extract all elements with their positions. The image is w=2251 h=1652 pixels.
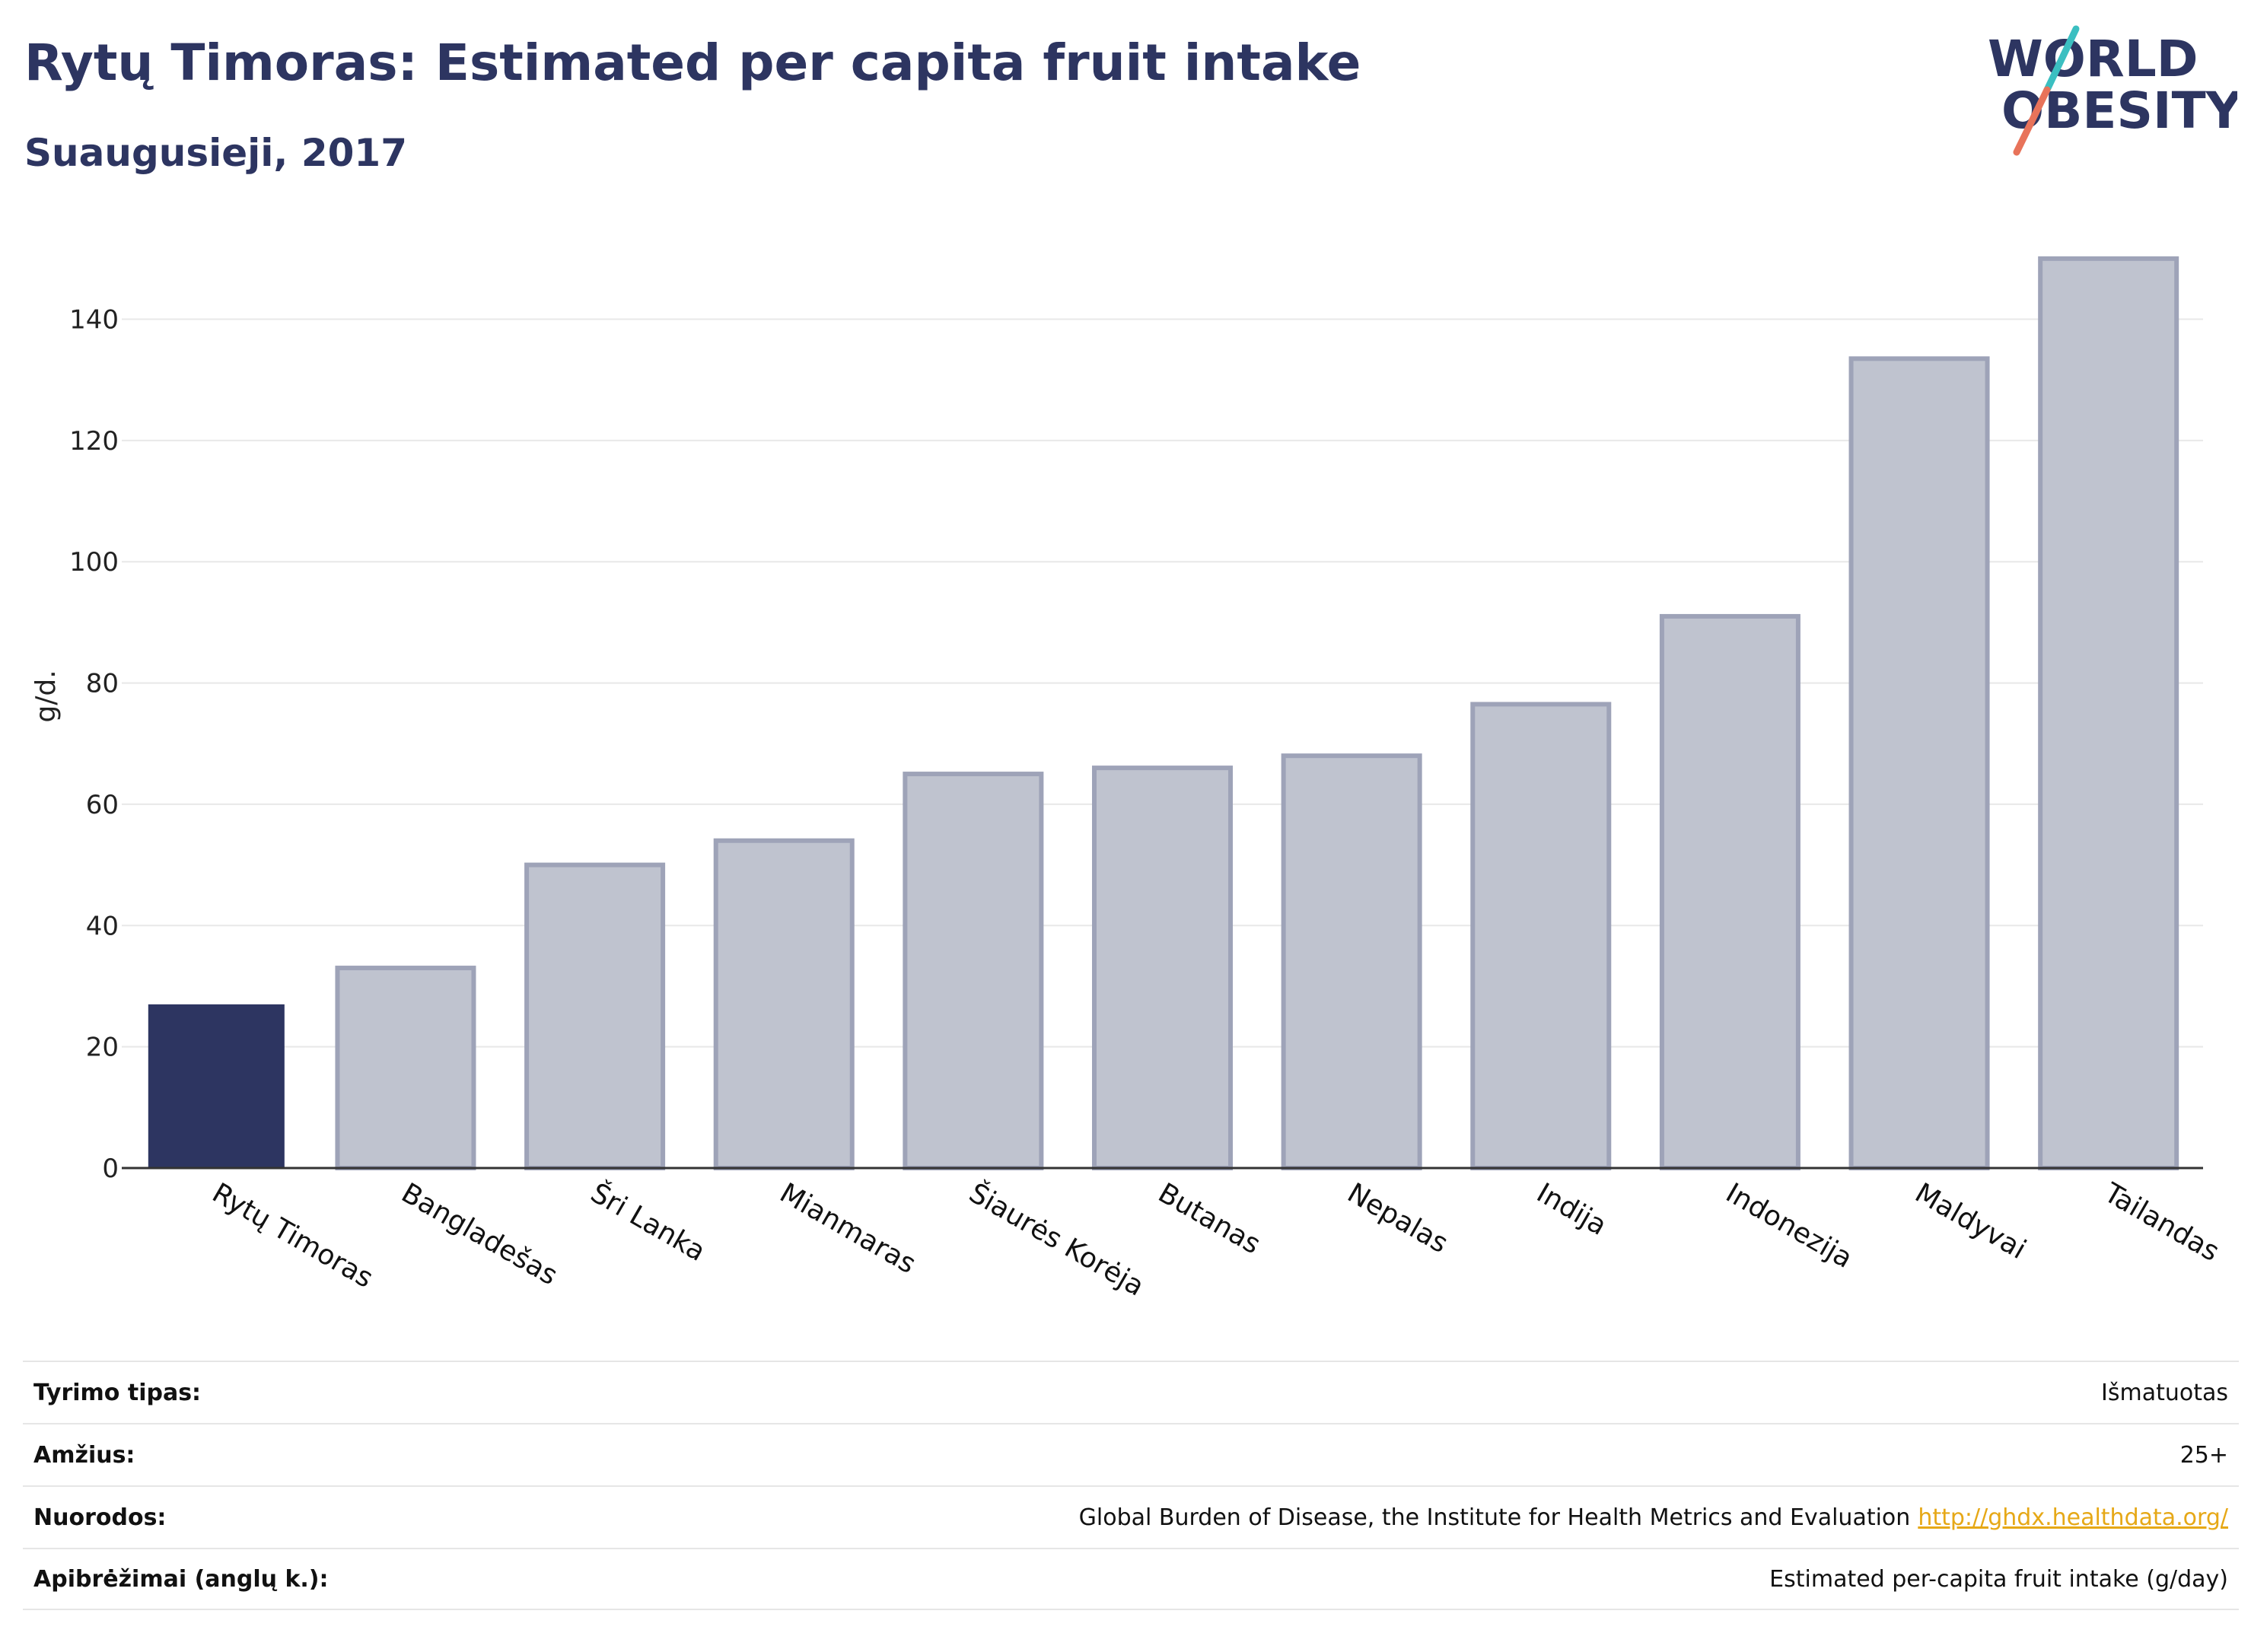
meta-value-wrapper: Global Burden of Disease, the Institute … [1079, 1504, 2228, 1531]
meta-row-references: Nuorodos: Global Burden of Disease, the … [23, 1485, 2239, 1548]
meta-label: Nuorodos: [33, 1504, 167, 1531]
y-tick-label: 140 [69, 305, 119, 336]
bar-chart: 0 20 40 60 80 100 120 140 Rytų Timoras Bangladeš… [30, 256, 2224, 1303]
x-tick-labels: Rytų Timoras Bangladešas Šri Lanka Mianmara… [207, 1176, 2224, 1302]
x-tick-label: Maldyvai [1910, 1177, 2032, 1265]
x-tick-label: Bangladešas [396, 1177, 562, 1291]
logo-line1: WORLD [1988, 30, 2198, 88]
bar [148, 1004, 285, 1168]
bars [148, 256, 2179, 1171]
meta-row-study-type: Tyrimo tipas: Išmatuotas [23, 1361, 2239, 1423]
metadata-table: Tyrimo tipas: Išmatuotas Amžius: 25+ Nuo… [23, 1361, 2239, 1610]
y-tick-label: 40 [86, 911, 119, 941]
x-tick-label: Indija [1531, 1177, 1612, 1242]
y-tick-label: 100 [69, 547, 119, 578]
x-tick-label: Butanas [1153, 1177, 1266, 1260]
bar [524, 862, 666, 1170]
meta-label: Tyrimo tipas: [33, 1379, 202, 1406]
logo-slash-teal [2043, 25, 2080, 94]
x-tick-label: Šiaurės Korėja [963, 1176, 1149, 1302]
bar [1659, 613, 1800, 1170]
bar [1281, 753, 1422, 1170]
y-tick-label: 120 [69, 426, 119, 457]
meta-label: Amžius: [33, 1441, 135, 1469]
source-link[interactable]: http://ghdx.healthdata.org/ [1918, 1504, 2228, 1531]
meta-value: Global Burden of Disease, the Institute … [1078, 1504, 1911, 1531]
y-tick-label: 80 [86, 669, 119, 699]
x-tick-label: Nepalas [1342, 1177, 1453, 1259]
meta-row-age: Amžius: 25+ [23, 1423, 2239, 1485]
bar [1848, 356, 1990, 1171]
bar [2038, 256, 2179, 1170]
logo-slash-coral [2013, 86, 2051, 156]
x-tick-label: Mianmaras [775, 1177, 922, 1280]
bar [713, 838, 855, 1170]
bar [1091, 766, 1234, 1170]
bar [1470, 702, 1612, 1170]
bar [903, 772, 1044, 1170]
x-tick-label: Rytų Timoras [207, 1177, 378, 1294]
world-obesity-logo: WORLD OBESITY [1988, 25, 2237, 156]
page-subtitle: Suaugusieji, 2017 [24, 131, 407, 175]
y-tick-label: 60 [86, 790, 119, 820]
meta-value: Išmatuotas [2101, 1379, 2228, 1406]
page-title: Rytų Timoras: Estimated per capita fruit… [24, 33, 1361, 92]
y-tick-label: 20 [86, 1033, 119, 1063]
logo-line2: OBESITY [2001, 81, 2237, 140]
meta-value: Estimated per-capita fruit intake (g/day… [1769, 1565, 2228, 1593]
meta-label: Apibrėžimai (anglų k.): [33, 1565, 329, 1593]
meta-row-definitions: Apibrėžimai (anglų k.): Estimated per-ca… [23, 1548, 2239, 1610]
bar [335, 966, 476, 1171]
meta-value: 25+ [2179, 1441, 2228, 1469]
y-tick-label: 0 [102, 1154, 119, 1184]
y-axis-label: g/d. [30, 670, 62, 722]
y-tick-labels: 0 20 40 60 80 100 120 140 [69, 305, 119, 1184]
x-tick-label: Tailandas [2098, 1177, 2224, 1268]
x-tick-label: Šri Lanka [585, 1176, 711, 1268]
x-tick-label: Indonezija [1721, 1177, 1858, 1275]
